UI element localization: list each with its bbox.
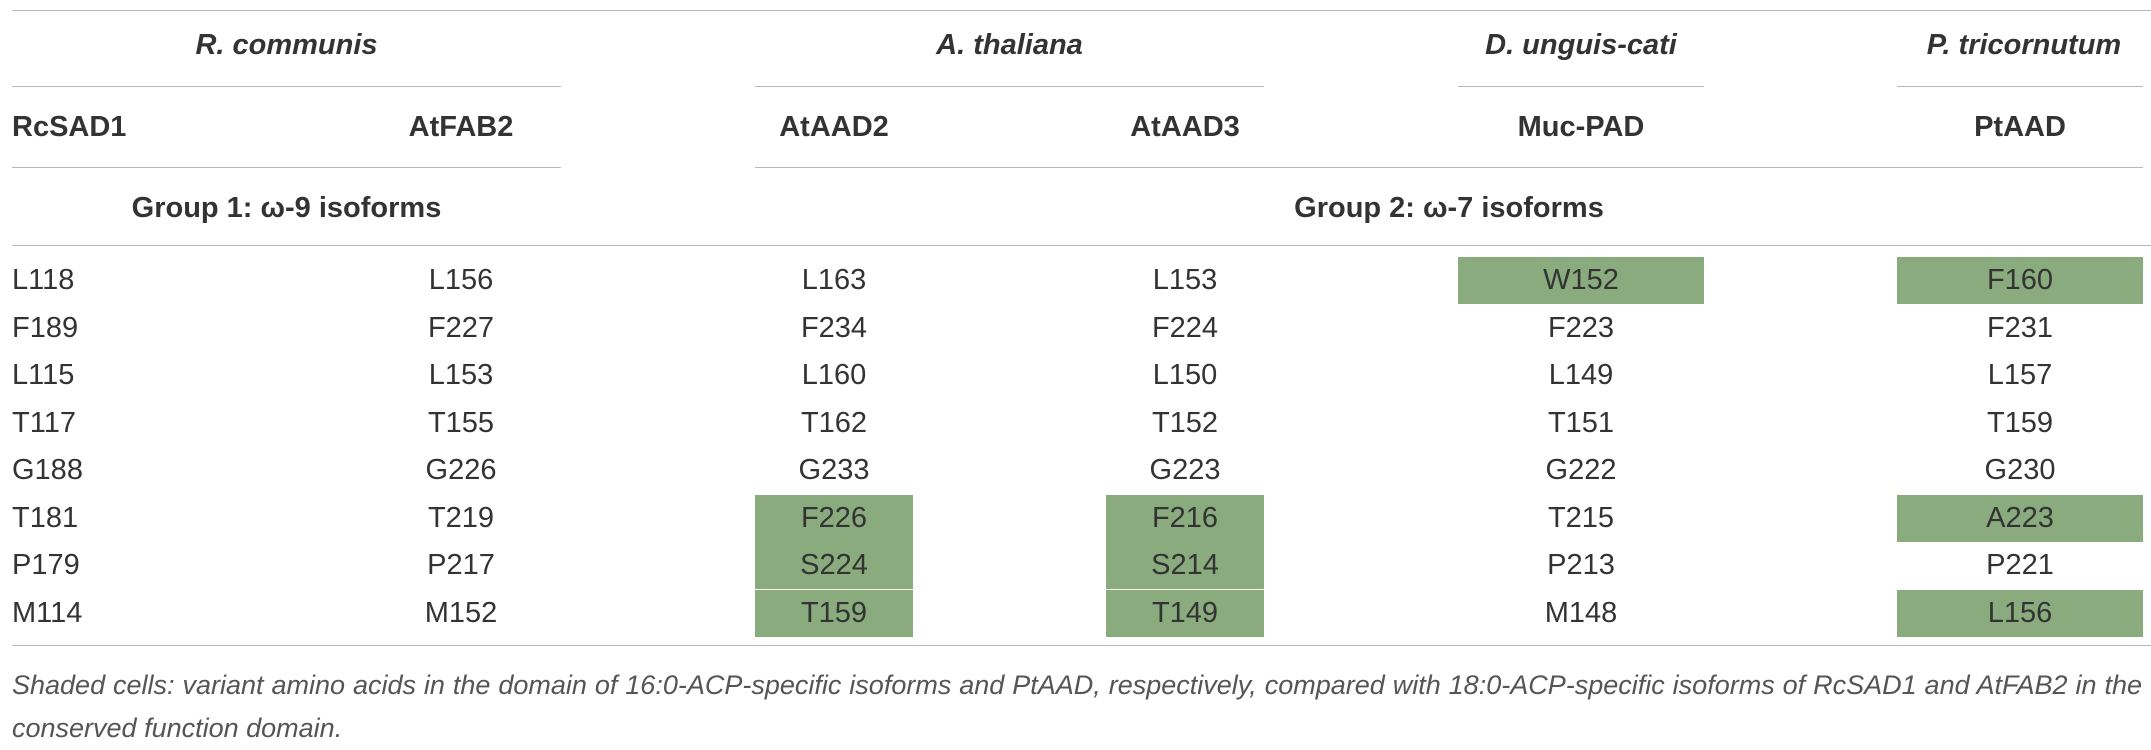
table-cell: G223: [1149, 454, 1221, 486]
table-cell: F224: [1151, 311, 1219, 344]
table-cell: L153: [428, 359, 494, 391]
table-cell: F231: [1986, 311, 2054, 344]
group-label: Group 2: ω-7 isoforms: [1294, 192, 1604, 224]
table-cell: L118: [12, 264, 75, 296]
table-cell-shaded: L156: [1897, 589, 2143, 637]
species-underline-ptricornutum: [1897, 86, 2143, 87]
table-cell: T159: [1986, 406, 2054, 439]
species-header: R. communis: [195, 29, 378, 61]
table-cell: T162: [800, 406, 868, 439]
table-cell-shaded: F226: [755, 494, 913, 542]
table-cell: G230: [1984, 454, 2056, 486]
top-rule: [12, 10, 2151, 11]
isoform-header: RcSAD1: [12, 111, 127, 143]
table-cell-shaded: F216: [1106, 494, 1264, 542]
species-header: P. tricornutum: [1926, 29, 2122, 61]
table-cell: T117: [12, 406, 76, 439]
table-cell-shaded: T149: [1106, 589, 1264, 637]
table-cell: M114: [12, 596, 83, 629]
table-cell: M148: [1544, 596, 1618, 629]
isoform-header: Muc-PAD: [1517, 111, 1645, 143]
isoform-header: AtAAD3: [1130, 111, 1240, 143]
isoform-underline-left: [12, 167, 561, 168]
species-header: A. thaliana: [936, 29, 1083, 61]
table-cell: L156: [428, 264, 494, 296]
table-cell: G233: [798, 454, 870, 486]
table-cell-shaded: W152: [1458, 257, 1704, 304]
isoform-header: AtAAD2: [779, 111, 889, 143]
table-cell: G226: [425, 454, 497, 486]
table-cell: T215: [1547, 501, 1615, 534]
table-cell-shaded: T159: [755, 589, 913, 637]
table-cell: T151: [1547, 406, 1615, 439]
species-header: D. unguis-cati: [1485, 29, 1677, 61]
table-cell: L153: [1152, 264, 1218, 296]
table-cell: P217: [427, 549, 495, 581]
group-rule: [12, 245, 2151, 246]
table-cell-shaded: S214: [1106, 542, 1264, 589]
table-cell: L157: [1987, 359, 2053, 391]
table-caption: Shaded cells: variant amino acids in the…: [12, 670, 2142, 743]
table-cell-shaded: A223: [1897, 494, 2143, 542]
table-cell: M152: [424, 596, 498, 629]
isoform-header: PtAAD: [1974, 111, 2066, 143]
table-cell: G188: [12, 454, 83, 486]
group-label: Group 1: ω-9 isoforms: [131, 192, 442, 224]
species-underline-dunguiscati: [1458, 86, 1704, 87]
isoform-underline-right: [755, 167, 2143, 168]
table-cell: F234: [800, 311, 868, 344]
table-cell: G222: [1545, 454, 1617, 486]
table-cell: L149: [1548, 359, 1614, 391]
bottom-rule: [12, 645, 2151, 646]
table-cell-shaded: S224: [755, 542, 913, 589]
table-cell: T155: [427, 406, 495, 439]
species-underline-athaliana: [755, 86, 1264, 87]
table-cell: P221: [1986, 549, 2054, 581]
table-cell: F189: [12, 311, 79, 344]
species-underline-rcommunis: [12, 86, 561, 87]
table-cell: F227: [427, 311, 495, 344]
table-cell: L163: [801, 264, 867, 296]
isoform-header: AtFAB2: [408, 111, 514, 143]
table-cell: P213: [1547, 549, 1615, 581]
table-cell: T152: [1151, 406, 1219, 439]
table-cell-shaded: F160: [1897, 257, 2143, 304]
table-cell: T219: [427, 501, 495, 534]
table-cell: L160: [801, 359, 867, 391]
table-cell: T181: [12, 501, 79, 534]
table-cell: L150: [1152, 359, 1218, 391]
table-cell: L115: [12, 359, 75, 391]
table-cell: F223: [1547, 311, 1615, 344]
table-cell: P179: [12, 549, 80, 581]
